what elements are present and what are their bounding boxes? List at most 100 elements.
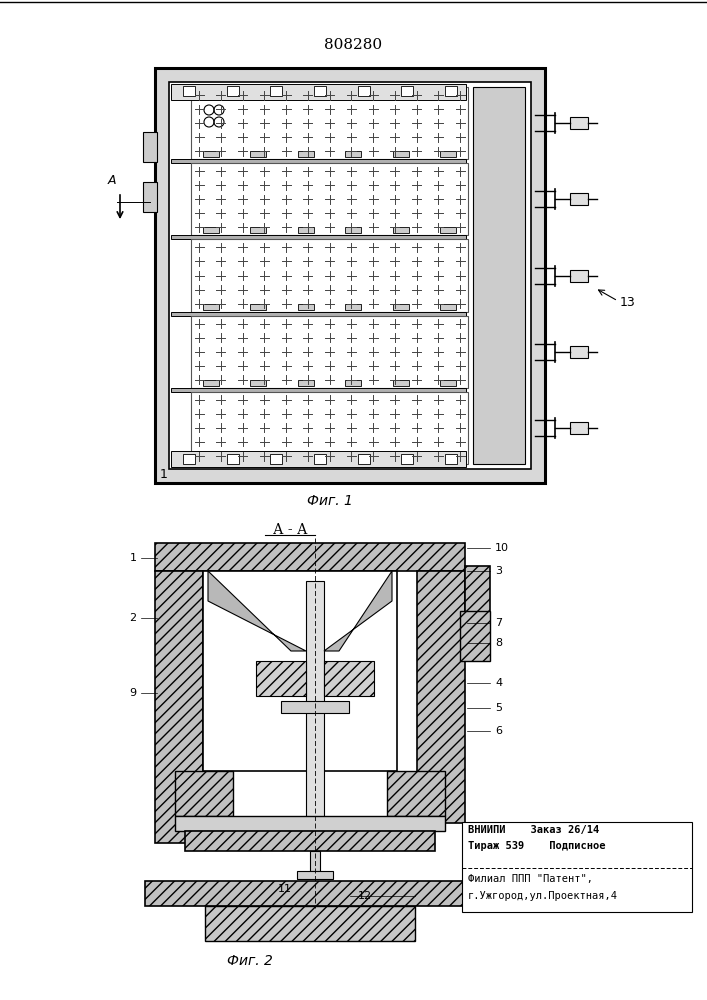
Bar	[250, 304, 267, 310]
Bar	[392, 380, 409, 386]
Bar	[155, 68, 545, 483]
Bar	[169, 82, 531, 469]
Bar	[345, 151, 361, 157]
Bar	[175, 771, 233, 816]
Bar	[250, 151, 267, 157]
Bar	[203, 304, 219, 310]
Text: Фиг. 2: Фиг. 2	[227, 954, 273, 968]
Text: 13: 13	[620, 296, 636, 310]
Bar	[387, 771, 445, 816]
Bar	[392, 227, 409, 233]
Bar	[281, 701, 349, 713]
Bar	[392, 304, 409, 310]
Text: А - А: А - А	[273, 523, 308, 537]
Bar	[171, 235, 466, 239]
Bar	[145, 881, 475, 906]
Text: 1: 1	[129, 553, 136, 563]
Bar	[440, 456, 456, 462]
Text: 10: 10	[495, 543, 509, 553]
Text: ВНИИПИ    Заказ 26/14: ВНИИПИ Заказ 26/14	[468, 825, 600, 835]
Bar	[402, 454, 414, 464]
Bar	[570, 117, 588, 129]
Bar	[298, 151, 314, 157]
Bar	[256, 661, 306, 696]
Text: Фиг. 1: Фиг. 1	[307, 494, 353, 508]
Text: г.Ужгород,ул.Проектная,4: г.Ужгород,ул.Проектная,4	[468, 891, 618, 901]
Bar	[473, 87, 525, 464]
Bar	[345, 456, 361, 462]
Bar	[191, 239, 468, 312]
Bar	[298, 227, 314, 233]
Bar	[171, 388, 466, 392]
Bar	[298, 304, 314, 310]
Bar	[358, 86, 370, 96]
Bar	[155, 571, 203, 843]
Bar	[462, 822, 692, 912]
Bar	[570, 346, 588, 358]
Bar	[270, 86, 282, 96]
Bar	[314, 86, 326, 96]
Bar	[203, 380, 219, 386]
Bar	[306, 581, 324, 843]
Bar	[445, 86, 457, 96]
Bar	[570, 193, 588, 205]
Bar	[402, 86, 414, 96]
Text: 8: 8	[495, 638, 502, 648]
Bar	[345, 304, 361, 310]
Bar	[460, 611, 490, 661]
Bar	[417, 571, 465, 823]
Bar	[445, 454, 457, 464]
Bar	[227, 454, 239, 464]
Bar	[171, 312, 466, 316]
Bar	[345, 380, 361, 386]
Bar	[183, 86, 195, 96]
Bar	[183, 454, 195, 464]
Bar	[358, 454, 370, 464]
Text: Тираж 539    Подписное: Тираж 539 Подписное	[468, 841, 605, 851]
Bar	[270, 454, 282, 464]
Bar	[203, 151, 219, 157]
Polygon shape	[324, 571, 392, 651]
Text: А: А	[107, 174, 116, 187]
Bar	[440, 380, 456, 386]
Bar	[203, 571, 397, 771]
Bar	[392, 456, 409, 462]
Text: 7: 7	[495, 618, 502, 628]
Bar	[171, 451, 466, 467]
Polygon shape	[208, 571, 306, 651]
Bar	[440, 304, 456, 310]
Bar	[171, 159, 466, 163]
Text: 4: 4	[495, 678, 502, 688]
Bar	[191, 392, 468, 464]
Bar	[143, 182, 157, 212]
Bar	[310, 851, 320, 871]
Bar	[143, 132, 157, 162]
Bar	[298, 380, 314, 386]
Text: 2: 2	[129, 613, 136, 623]
Bar	[227, 86, 239, 96]
Bar	[205, 906, 415, 941]
Bar	[570, 269, 588, 282]
Text: Филиал ППП "Патент",: Филиал ППП "Патент",	[468, 874, 593, 884]
Bar	[191, 87, 468, 159]
Bar	[203, 227, 219, 233]
Bar	[440, 151, 456, 157]
Bar	[345, 227, 361, 233]
Text: 11: 11	[278, 884, 292, 894]
Bar	[314, 454, 326, 464]
Bar	[392, 151, 409, 157]
Bar	[570, 422, 588, 434]
Bar	[324, 661, 374, 696]
Bar	[298, 456, 314, 462]
Bar	[175, 816, 445, 831]
Bar	[250, 227, 267, 233]
Bar	[155, 543, 465, 571]
Bar	[250, 456, 267, 462]
Bar	[185, 831, 435, 851]
Bar	[203, 456, 219, 462]
Bar	[440, 227, 456, 233]
Bar	[297, 871, 333, 879]
Text: 3: 3	[495, 566, 502, 576]
Bar	[191, 163, 468, 235]
Text: 12: 12	[358, 891, 372, 901]
